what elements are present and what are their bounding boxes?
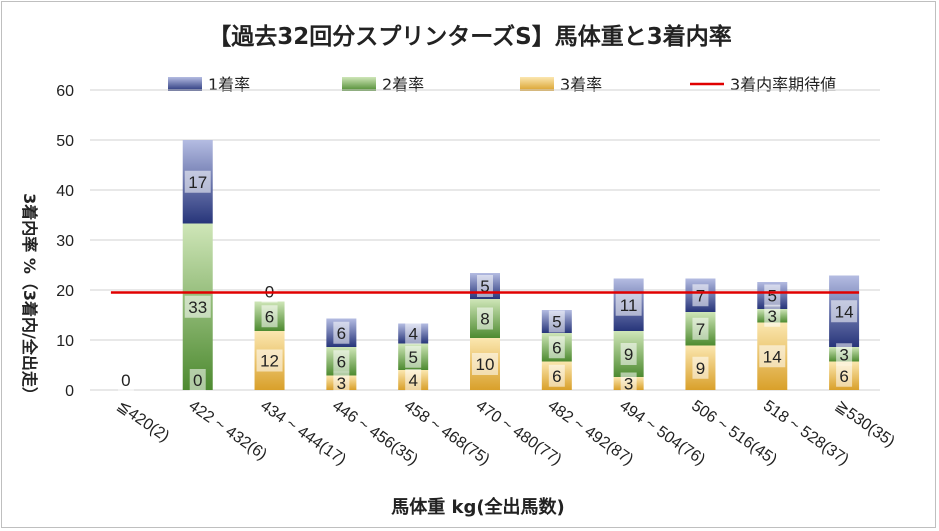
y-tick-label: 40 <box>56 183 74 200</box>
data-label: 3 <box>624 375 633 394</box>
data-label-bg <box>692 356 709 379</box>
data-label: 33 <box>188 298 207 317</box>
data-label: 6 <box>265 307 274 326</box>
x-tick-label: ≧530(35) <box>832 397 898 450</box>
data-label: 9 <box>696 359 705 378</box>
data-label-bg <box>548 310 565 333</box>
data-label: 9 <box>624 345 633 364</box>
data-label-bg <box>836 364 853 387</box>
data-label-bg <box>333 350 350 373</box>
data-label-bg <box>405 322 422 345</box>
data-label: 4 <box>408 325 417 344</box>
data-label-bg <box>189 369 206 391</box>
data-label-bg <box>548 336 565 359</box>
data-label: 5 <box>768 287 777 306</box>
data-label: 10 <box>476 355 495 374</box>
legend-swatch <box>520 77 554 91</box>
x-tick-label: 422 ~ 432(6) <box>185 397 269 463</box>
data-label: 0 <box>121 371 130 390</box>
legend-label: 2着率 <box>382 75 424 94</box>
data-label: 3 <box>768 307 777 326</box>
data-label: 7 <box>696 286 705 305</box>
data-label-bg <box>477 307 493 330</box>
y-tick-label: 30 <box>56 233 74 250</box>
data-label: 4 <box>408 371 417 390</box>
data-label-bg <box>405 369 422 391</box>
data-label-bg <box>256 349 283 372</box>
y-axis-label: 3着内率 %（3着内/全出走） <box>20 193 39 403</box>
legend-swatch <box>342 77 376 91</box>
data-label-bg <box>692 284 709 307</box>
y-tick-label: 0 <box>65 383 74 400</box>
x-tick-label: ≦420(2) <box>114 397 173 445</box>
legend-swatch <box>168 77 202 91</box>
grid <box>90 89 880 391</box>
data-label-bg <box>764 284 781 307</box>
data-label: 5 <box>552 313 561 332</box>
data-label: 5 <box>480 277 489 296</box>
y-tick-label: 60 <box>56 83 74 100</box>
data-label: 17 <box>188 173 207 192</box>
data-label-bg <box>184 170 211 193</box>
y-tick-label: 20 <box>56 283 74 300</box>
data-label: 7 <box>696 320 705 339</box>
data-label: 6 <box>552 367 561 386</box>
data-label: 6 <box>337 324 346 343</box>
y-tick-label: 10 <box>56 333 74 350</box>
data-label-bg <box>333 371 350 394</box>
data-label: 5 <box>408 348 417 367</box>
x-axis-ticks: ≦420(2) 422 ~ 432(6)434 ~ 444(17)446 ~ 45… <box>114 397 898 468</box>
data-label-bg <box>472 353 498 375</box>
data-label: 14 <box>835 302 854 321</box>
data-label-bg <box>764 304 781 327</box>
data-label: 12 <box>260 352 279 371</box>
legend-label: 1着率 <box>208 75 250 94</box>
data-label: 8 <box>480 310 489 329</box>
data-label-bg <box>117 369 134 391</box>
data-label: 0 <box>193 371 202 390</box>
data-label-bg <box>184 295 211 318</box>
data-label: 6 <box>552 338 561 357</box>
data-label: 11 <box>620 296 638 315</box>
bars <box>182 140 860 390</box>
y-tick-label: 50 <box>56 133 74 150</box>
data-label: 6 <box>839 367 848 386</box>
data-label: 3 <box>337 374 346 393</box>
data-label-bg <box>759 345 786 368</box>
data-label-bg <box>548 364 565 387</box>
x-axis-label: 馬体重 kg(全出馬数) <box>391 496 565 518</box>
data-label-bg <box>692 317 709 340</box>
data-label-bg <box>620 343 637 365</box>
legend-label: 3着率 <box>560 75 602 94</box>
data-label-bg <box>615 293 642 316</box>
data-label-bg <box>261 305 278 328</box>
data-label-bg <box>333 321 350 344</box>
bar-labels: 00331712603664541085665391197714356314 <box>117 170 858 395</box>
legend: 1着率 2着率 3着率 3着内率期待値 <box>168 75 836 94</box>
chart-title: 【過去32回分スプリンターズS】馬体重と3着内率 <box>208 23 731 50</box>
data-label: 3 <box>839 345 848 364</box>
data-label: 6 <box>337 352 346 371</box>
y-axis-ticks: 0 10 20 30 40 50 60 <box>56 83 74 400</box>
legend-label: 3着内率期待値 <box>730 75 836 94</box>
data-label-bg <box>405 345 422 368</box>
data-label-bg <box>831 300 858 323</box>
data-label-bg <box>836 343 853 366</box>
data-label-bg <box>620 372 637 395</box>
data-label: 14 <box>763 347 782 366</box>
